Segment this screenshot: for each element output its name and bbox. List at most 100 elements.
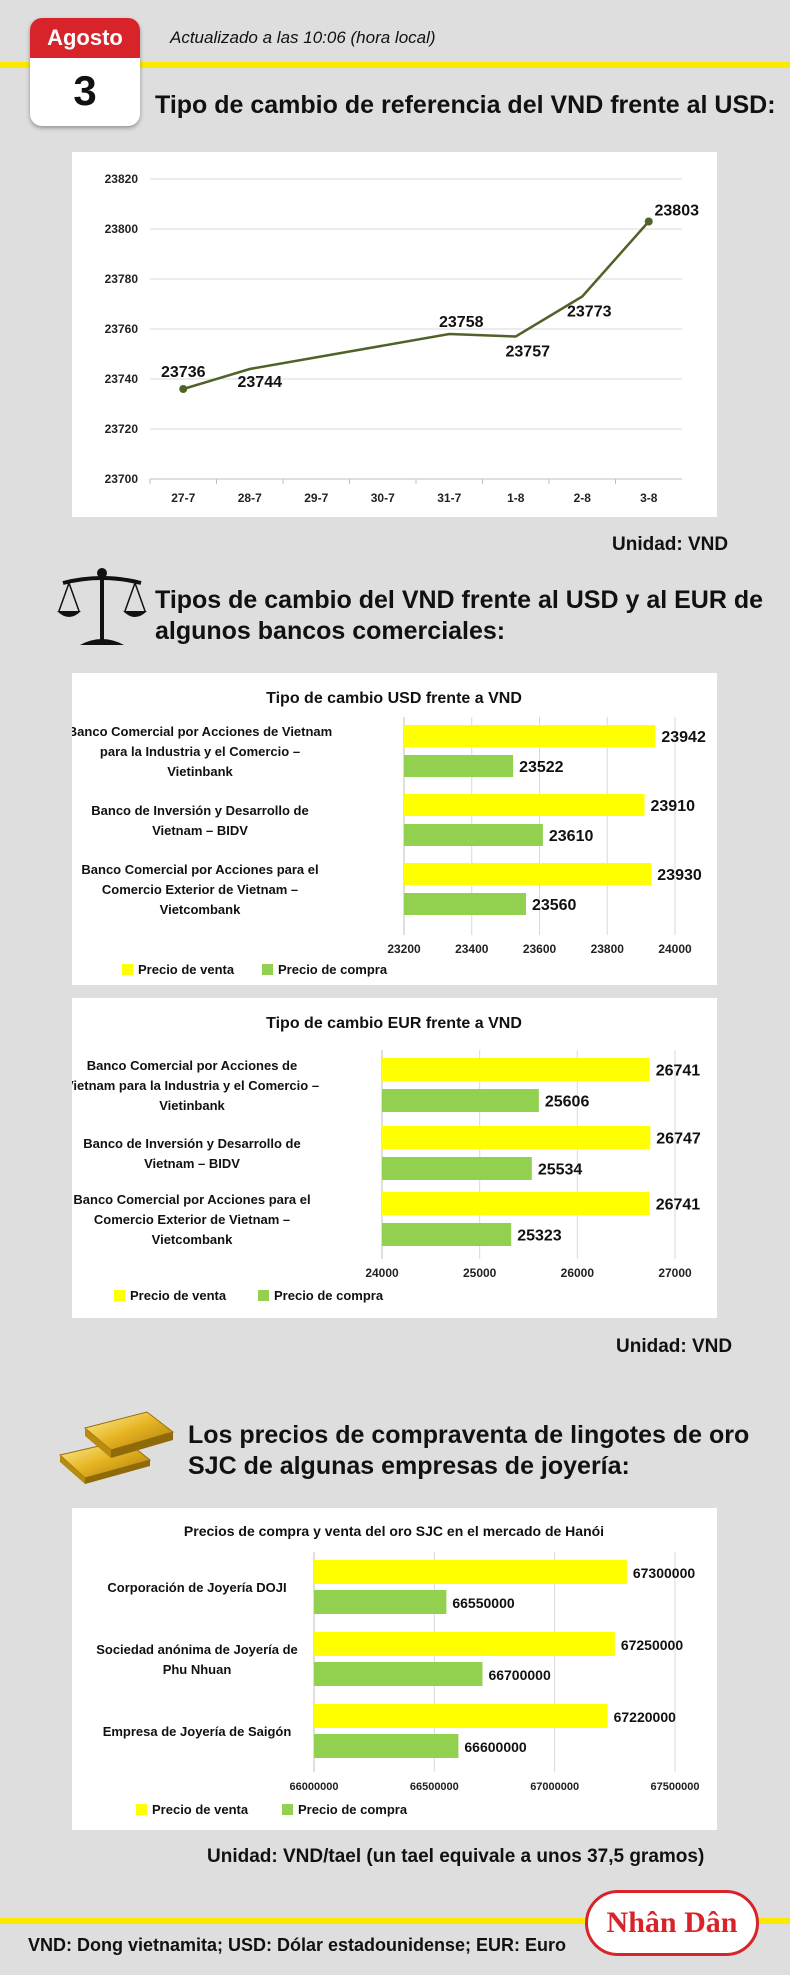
x-tick-label: 66000000	[290, 1781, 339, 1793]
logo-text: Nhân Dân	[606, 1906, 738, 1939]
eur-bank-bar-chart: Tipo de cambio EUR frente a VND 24000 2500…	[65, 1015, 701, 1303]
category-label: Banco Comercial por Acciones para el	[73, 1192, 310, 1207]
category-label: Vietcombank	[152, 1232, 233, 1247]
scales-icon	[55, 565, 150, 655]
bar	[382, 1157, 532, 1180]
legend-label: Precio de venta	[130, 1288, 227, 1303]
data-label: 25323	[517, 1228, 562, 1245]
category-label: para la Industria y el Comercio –	[100, 744, 300, 759]
category-label: Vietnam – BIDV	[144, 1156, 240, 1171]
data-label: 66700000	[488, 1667, 551, 1683]
category-label: Banco Comercial por Acciones para el	[81, 862, 318, 877]
x-tick-label: 66500000	[410, 1781, 459, 1793]
usd-reference-title: Tipo de cambio de referencia del VND fre…	[155, 91, 776, 119]
chart-title: Precios de compra y venta del oro SJC en…	[184, 1523, 604, 1539]
bar	[382, 1126, 651, 1149]
legend-label: Precio de compra	[278, 962, 388, 977]
category-label: Empresa de Joyería de Saigón	[103, 1724, 292, 1739]
legend-label: Precio de venta	[152, 1802, 249, 1817]
updated-time: Actualizado a las 10:06 (hora local)	[170, 28, 436, 47]
bar	[382, 1058, 650, 1081]
x-tick-label: 27000	[658, 1266, 692, 1280]
gold-title: Los precios de compraventa de lingotes d…	[188, 1420, 749, 1482]
data-label: 23610	[549, 828, 594, 845]
category-label: Vietinbank	[167, 764, 233, 779]
eur-bank-chart-panel: Tipo de cambio EUR frente a VND 24000 2500…	[65, 998, 717, 1318]
y-tick-label: 23720	[105, 422, 139, 436]
banks-title: Tipos de cambio del VND frente al USD y …	[155, 585, 763, 647]
data-point	[644, 217, 653, 226]
x-tick-label: 31-7	[437, 491, 461, 505]
legend-swatch	[136, 1804, 147, 1815]
bar	[314, 1590, 447, 1614]
legend-swatch	[122, 964, 133, 975]
bar	[404, 863, 652, 885]
unit-label-3: Unidad: VND/tael (un tael equivale a uno…	[207, 1846, 705, 1867]
data-label: 23930	[657, 867, 702, 884]
x-tick-label: 30-7	[371, 491, 395, 505]
data-label: 23758	[439, 314, 484, 331]
x-tick-label: 2-8	[574, 491, 592, 505]
x-tick-label: 67500000	[651, 1781, 700, 1793]
legend-swatch	[262, 964, 273, 975]
bar	[382, 1223, 512, 1246]
data-label: 23942	[661, 729, 706, 746]
data-label: 66550000	[452, 1595, 515, 1611]
category-label: Phu Nhuan	[163, 1662, 232, 1677]
gold-title-line-1: Los precios de compraventa de lingotes d…	[188, 1421, 750, 1449]
legend-label: Precio de venta	[138, 962, 235, 977]
x-tick-label: 23600	[523, 942, 557, 956]
data-label: 26747	[656, 1131, 701, 1148]
y-tick-label: 23780	[105, 272, 139, 286]
data-label: 25606	[545, 1094, 590, 1111]
banks-title-line-1: Tipos de cambio del VND frente al USD y …	[155, 586, 764, 614]
y-tick-label: 23800	[105, 222, 139, 236]
bar	[404, 794, 645, 816]
date-day: 3	[73, 67, 97, 114]
data-label: 23757	[506, 344, 551, 361]
data-point	[179, 385, 188, 393]
bar	[314, 1662, 483, 1686]
bar	[314, 1560, 627, 1584]
data-label: 67250000	[621, 1637, 684, 1653]
bar	[382, 1089, 539, 1112]
data-label: 26741	[656, 1063, 701, 1080]
category-label: Vietnam para la Industria y el Comercio …	[72, 1078, 319, 1093]
category-label: Banco Comercial por Acciones de	[87, 1058, 297, 1073]
bar	[382, 1192, 650, 1215]
abbreviations-note: VND: Dong vietnamita; USD: Dólar estadou…	[28, 1935, 567, 1955]
bar	[404, 725, 656, 747]
y-tick-label: 23700	[105, 472, 139, 486]
category-label: Banco de Inversión y Desarrollo de	[91, 803, 308, 818]
data-label: 67220000	[614, 1709, 677, 1725]
data-label: 23773	[567, 304, 612, 321]
x-tick-label: 23400	[455, 942, 489, 956]
bar	[404, 893, 526, 915]
category-label: Vietnam – BIDV	[152, 823, 248, 838]
x-tick-label: 25000	[463, 1266, 497, 1280]
bar	[314, 1632, 615, 1656]
category-label: Banco de Inversión y Desarrollo de	[83, 1136, 300, 1151]
data-label: 23736	[161, 364, 206, 381]
data-label: 26741	[656, 1197, 701, 1214]
category-label: Corporación de Joyería DOJI	[107, 1580, 286, 1595]
bar	[314, 1734, 459, 1758]
legend-label: Precio de compra	[298, 1802, 408, 1817]
data-label: 25534	[538, 1162, 583, 1179]
legend-swatch	[114, 1290, 125, 1301]
legend-swatch	[258, 1290, 269, 1301]
data-label: 23560	[532, 897, 577, 914]
series-line	[182, 220, 650, 391]
gold-bars-icon	[55, 1400, 180, 1490]
data-label: 23744	[238, 374, 283, 391]
bar	[404, 824, 543, 846]
bar	[404, 755, 514, 777]
usd-bank-bar-chart: Tipo de cambio USD frente a VND 23200 2340…	[68, 690, 706, 977]
data-label: 23522	[519, 759, 564, 776]
x-tick-label: 28-7	[238, 491, 262, 505]
y-tick-label: 23820	[105, 172, 139, 186]
bar	[314, 1704, 608, 1728]
x-tick-label: 1-8	[507, 491, 525, 505]
category-label: Comercio Exterior de Vietnam –	[102, 882, 298, 897]
x-tick-label: 23800	[591, 942, 625, 956]
